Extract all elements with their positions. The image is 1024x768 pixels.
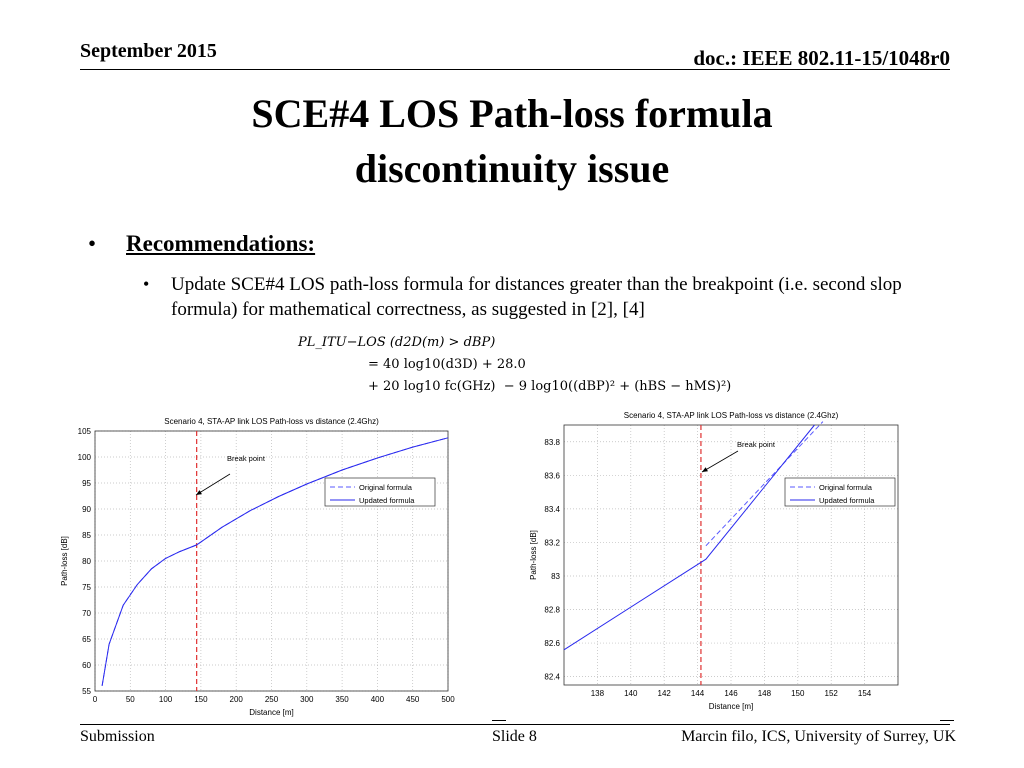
recommendation-text: Update SCE#4 LOS path-loss formula for d…: [171, 274, 902, 320]
y-tick-label: 83: [551, 572, 560, 581]
legend-label: Updated formula: [359, 496, 415, 505]
series-updated-line: [563, 424, 815, 651]
x-axis-label: Distance [m]: [249, 708, 293, 717]
annotation-arrow-line: [195, 473, 231, 496]
formula-line2: = 40 log10(d3D) + 28.0: [368, 357, 526, 372]
chart-right-svg: Scenario 4, STA-AP link LOS Path-loss vs…: [529, 411, 899, 711]
y-tick-label: 82.6: [544, 639, 560, 648]
y-tick-label: 100: [78, 453, 92, 462]
x-tick-label: 350: [335, 695, 349, 704]
y-tick-label: 95: [82, 479, 91, 488]
y-tick-label: 83.4: [544, 505, 560, 514]
x-tick-label: 150: [194, 695, 208, 704]
x-tick-label: 500: [441, 695, 455, 704]
y-tick-label: 105: [78, 427, 92, 436]
x-tick-label: 138: [591, 689, 605, 698]
x-tick-label: 400: [371, 695, 385, 704]
x-tick-label: 300: [300, 695, 314, 704]
x-tick-label: 150: [791, 689, 805, 698]
slide-title-line1: SCE#4 LOS Path-loss formula: [251, 91, 773, 136]
plot-frame: [94, 430, 449, 692]
y-tick-label: 90: [82, 505, 91, 514]
footer-dash-right: [940, 720, 954, 721]
series-original-line: [101, 437, 449, 686]
y-tick-label: 83.8: [544, 438, 560, 447]
footer-rule: [80, 724, 950, 725]
x-tick-label: 142: [658, 689, 672, 698]
formula-line3: + 20 log10 fc(GHz) − 9 log10((dBP)² + (h…: [368, 379, 732, 394]
legend-box: [784, 477, 896, 507]
y-tick-label: 83.2: [544, 538, 560, 547]
y-tick-label: 75: [82, 583, 91, 592]
chart-left-svg: Scenario 4, STA-AP link LOS Path-loss vs…: [60, 417, 455, 717]
chart-title: Scenario 4, STA-AP link LOS Path-loss vs…: [624, 411, 839, 420]
slide-title-line2: discontinuity issue: [354, 146, 670, 191]
y-tick-label: 80: [82, 557, 91, 566]
y-tick-label: 82.8: [544, 606, 560, 615]
annotation-arrow-line: [701, 450, 739, 473]
x-tick-label: 146: [724, 689, 738, 698]
x-tick-label: 450: [406, 695, 420, 704]
x-tick-label: 140: [624, 689, 638, 698]
x-axis-label: Distance [m]: [709, 702, 753, 711]
chart-left: Scenario 4, STA-AP link LOS Path-loss vs…: [55, 410, 460, 720]
series-original-line: [705, 421, 824, 547]
y-axis-label: Path-loss [dB]: [60, 536, 69, 586]
y-tick-label: 85: [82, 531, 91, 540]
legend-label: Original formula: [819, 483, 873, 492]
footer-submission: Submission: [80, 728, 155, 745]
y-tick-label: 83.6: [544, 471, 560, 480]
legend-label: Original formula: [359, 483, 413, 492]
bullet-marker: •: [88, 231, 97, 256]
breakpoint-annotation: Break point: [737, 440, 776, 449]
x-tick-label: 152: [825, 689, 839, 698]
path-loss-formula: PL_ITU−LOS (d2D(m) > dBP) = 40 log10(d3D…: [298, 332, 731, 398]
series-updated-line: [101, 437, 449, 686]
x-tick-label: 250: [265, 695, 279, 704]
x-tick-label: 148: [758, 689, 772, 698]
x-tick-label: 0: [93, 695, 98, 704]
y-tick-label: 65: [82, 635, 91, 644]
x-tick-label: 200: [230, 695, 244, 704]
formula-line1: PL_ITU−LOS (d2D(m) > dBP): [298, 335, 496, 350]
annotation-arrow-head: [196, 490, 202, 495]
y-axis-label: Path-loss [dB]: [529, 530, 538, 580]
annotation-arrow-head: [702, 467, 708, 472]
chart-title: Scenario 4, STA-AP link LOS Path-loss vs…: [164, 417, 379, 426]
header-doc-id: doc.: IEEE 802.11-15/1048r0: [693, 46, 950, 70]
y-tick-label: 55: [82, 687, 91, 696]
legend-label: Updated formula: [819, 496, 875, 505]
footer-dash-left: [492, 720, 506, 721]
y-tick-label: 70: [82, 609, 91, 618]
x-tick-label: 100: [159, 695, 173, 704]
chart-right: Scenario 4, STA-AP link LOS Path-loss vs…: [520, 405, 910, 720]
breakpoint-annotation: Break point: [227, 454, 266, 463]
plot-frame: [563, 424, 899, 686]
y-tick-label: 82.4: [544, 673, 560, 682]
x-tick-label: 154: [858, 689, 872, 698]
x-tick-label: 144: [691, 689, 705, 698]
slide-title: SCE#4 LOS Path-loss formula discontinuit…: [100, 86, 924, 196]
footer-slide-number: Slide 8: [492, 728, 537, 745]
y-tick-label: 60: [82, 661, 91, 670]
sub-bullet-marker: •: [143, 274, 150, 294]
recommendations-heading: Recommendations:: [126, 231, 316, 256]
header-rule: [80, 69, 950, 70]
x-tick-label: 50: [126, 695, 135, 704]
legend-box: [324, 477, 436, 507]
footer-author: Marcin filo, ICS, University of Surrey, …: [681, 728, 956, 745]
header-date: September 2015: [80, 40, 217, 62]
